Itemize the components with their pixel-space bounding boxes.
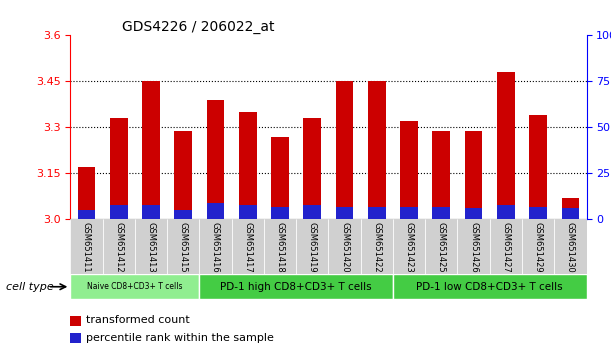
- Text: GSM651411: GSM651411: [82, 222, 91, 273]
- Bar: [335, 81, 353, 219]
- Bar: [271, 137, 289, 219]
- Bar: [239, 112, 257, 219]
- Bar: [554, 219, 587, 274]
- Bar: [425, 219, 458, 274]
- Text: Naive CD8+CD3+ T cells: Naive CD8+CD3+ T cells: [87, 282, 183, 291]
- Text: GSM651416: GSM651416: [211, 222, 220, 273]
- Text: GSM651423: GSM651423: [404, 222, 414, 273]
- Bar: [103, 219, 135, 274]
- Bar: [497, 72, 514, 219]
- Bar: [174, 210, 192, 219]
- Bar: [400, 121, 418, 219]
- Bar: [562, 198, 579, 219]
- Text: GSM651413: GSM651413: [147, 222, 155, 273]
- Text: transformed count: transformed count: [86, 315, 189, 325]
- Text: GDS4226 / 206022_at: GDS4226 / 206022_at: [122, 21, 274, 34]
- Bar: [433, 207, 450, 219]
- Text: GSM651426: GSM651426: [469, 222, 478, 273]
- Bar: [70, 219, 103, 274]
- Bar: [135, 219, 167, 274]
- Text: GSM651427: GSM651427: [502, 222, 510, 273]
- Text: GSM651422: GSM651422: [372, 222, 381, 273]
- Bar: [562, 209, 579, 219]
- Bar: [335, 207, 353, 219]
- Bar: [368, 81, 386, 219]
- Bar: [199, 274, 393, 299]
- Bar: [522, 219, 554, 274]
- Bar: [199, 219, 232, 274]
- Text: PD-1 low CD8+CD3+ T cells: PD-1 low CD8+CD3+ T cells: [417, 282, 563, 292]
- Bar: [304, 118, 321, 219]
- Bar: [207, 203, 224, 219]
- Bar: [110, 205, 128, 219]
- Bar: [360, 219, 393, 274]
- Text: GSM651429: GSM651429: [533, 222, 543, 273]
- Bar: [70, 274, 199, 299]
- Bar: [529, 115, 547, 219]
- Text: GSM651420: GSM651420: [340, 222, 349, 273]
- Bar: [497, 205, 514, 219]
- Bar: [264, 219, 296, 274]
- Bar: [271, 207, 289, 219]
- Bar: [167, 219, 199, 274]
- Text: GSM651415: GSM651415: [178, 222, 188, 273]
- Text: GSM651418: GSM651418: [276, 222, 285, 273]
- Text: GSM651417: GSM651417: [243, 222, 252, 273]
- Bar: [329, 219, 360, 274]
- Bar: [465, 131, 483, 219]
- Bar: [110, 118, 128, 219]
- Bar: [232, 219, 264, 274]
- Text: percentile rank within the sample: percentile rank within the sample: [86, 333, 273, 343]
- Bar: [239, 205, 257, 219]
- Bar: [142, 205, 160, 219]
- Bar: [296, 219, 329, 274]
- Bar: [393, 219, 425, 274]
- Bar: [174, 131, 192, 219]
- Bar: [142, 81, 160, 219]
- Bar: [368, 207, 386, 219]
- Bar: [400, 207, 418, 219]
- Bar: [393, 274, 587, 299]
- Bar: [529, 207, 547, 219]
- Bar: [490, 219, 522, 274]
- Text: GSM651419: GSM651419: [308, 222, 316, 273]
- Bar: [78, 167, 95, 219]
- Text: PD-1 high CD8+CD3+ T cells: PD-1 high CD8+CD3+ T cells: [221, 282, 372, 292]
- Bar: [458, 219, 490, 274]
- Text: GSM651425: GSM651425: [437, 222, 446, 273]
- Bar: [78, 210, 95, 219]
- Bar: [304, 205, 321, 219]
- Bar: [465, 209, 483, 219]
- Bar: [433, 131, 450, 219]
- Bar: [207, 100, 224, 219]
- Text: GSM651412: GSM651412: [114, 222, 123, 273]
- Text: GSM651430: GSM651430: [566, 222, 575, 273]
- Text: cell type: cell type: [6, 282, 54, 292]
